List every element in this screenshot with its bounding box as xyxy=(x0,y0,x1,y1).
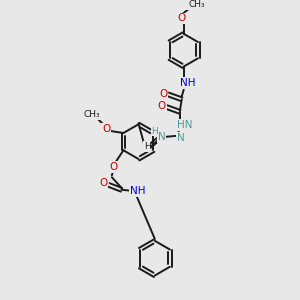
Text: NH: NH xyxy=(180,78,195,88)
Text: O: O xyxy=(102,124,110,134)
Text: O: O xyxy=(178,14,186,23)
Text: NH: NH xyxy=(130,186,146,196)
Text: O: O xyxy=(110,162,118,172)
Text: O: O xyxy=(99,178,107,188)
Text: CH₃: CH₃ xyxy=(83,110,100,119)
Text: N: N xyxy=(177,133,185,143)
Text: HN: HN xyxy=(177,120,192,130)
Text: H: H xyxy=(152,127,158,136)
Text: CH₃: CH₃ xyxy=(189,0,206,9)
Text: N: N xyxy=(158,132,165,142)
Text: O: O xyxy=(159,88,168,98)
Text: H: H xyxy=(144,142,151,151)
Text: O: O xyxy=(158,101,166,111)
